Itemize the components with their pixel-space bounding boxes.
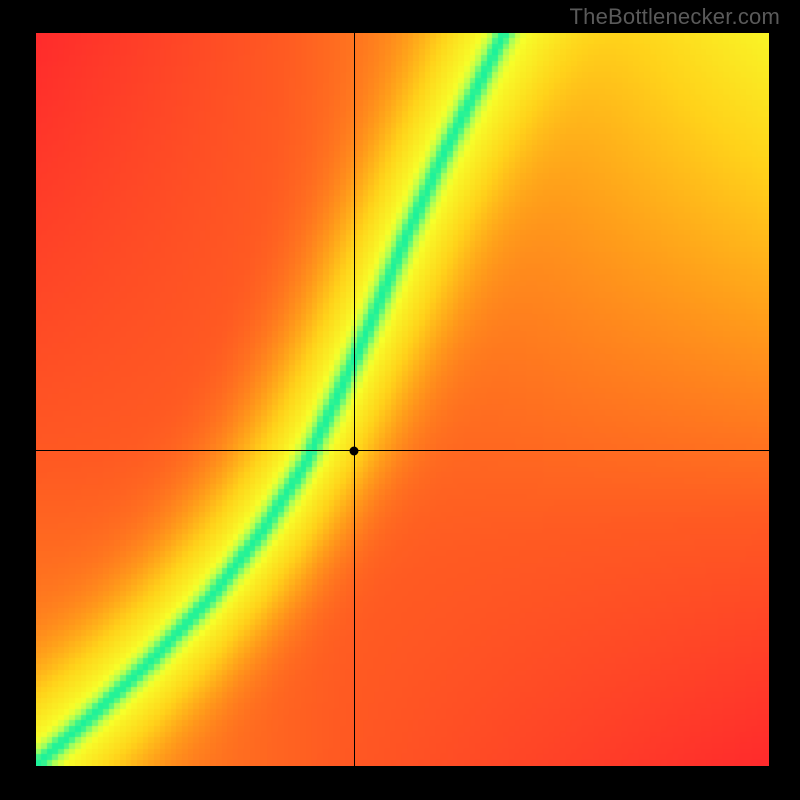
heatmap-plot (36, 33, 769, 766)
heatmap-canvas (36, 33, 769, 766)
crosshair-dot (350, 446, 359, 455)
crosshair-vertical (354, 33, 355, 766)
crosshair-horizontal (36, 450, 769, 451)
watermark-text: TheBottlenecker.com (570, 4, 780, 30)
